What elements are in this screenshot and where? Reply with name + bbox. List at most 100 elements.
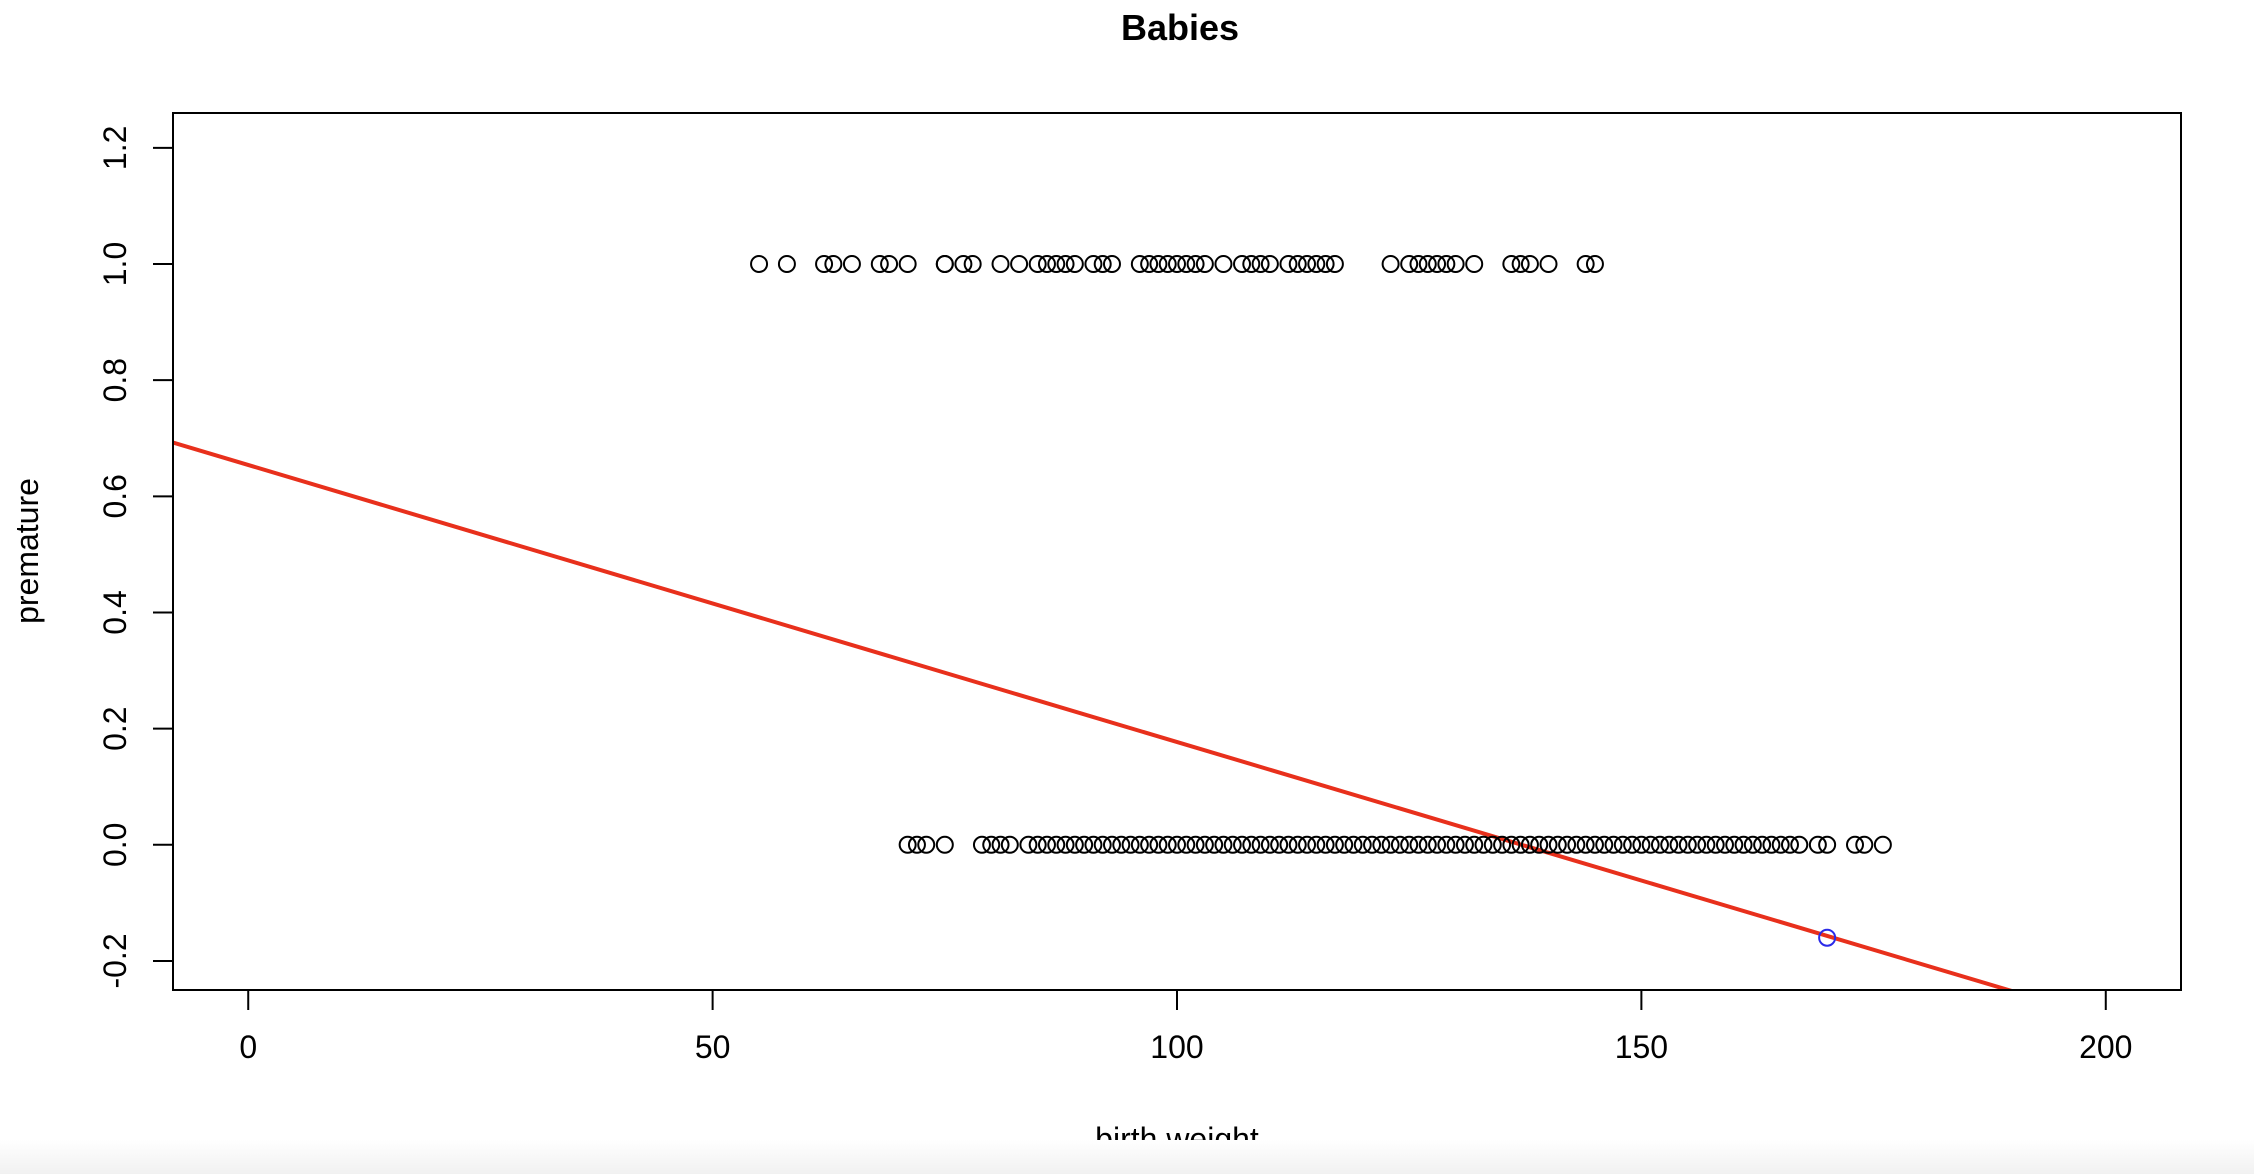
- data-point: [1140, 255, 1159, 274]
- data-point: [1335, 835, 1354, 854]
- data-point: [1409, 255, 1428, 274]
- data-point: [1585, 255, 1604, 274]
- data-point: [1298, 255, 1317, 274]
- data-point: [982, 835, 1001, 854]
- data-point: [1288, 255, 1307, 274]
- data-point: [1102, 835, 1121, 854]
- data-point: [1093, 835, 1112, 854]
- data-point: [1734, 835, 1753, 854]
- data-point: [880, 255, 899, 274]
- data-point: [1195, 835, 1214, 854]
- chart-title: Babies: [1121, 7, 1239, 48]
- data-point: [1567, 835, 1586, 854]
- data-point: [963, 255, 982, 274]
- data-point: [1028, 255, 1047, 274]
- data-point: [824, 255, 843, 274]
- data-point: [1047, 835, 1066, 854]
- data-point: [1158, 255, 1177, 274]
- data-point: [1771, 835, 1790, 854]
- data-point: [1669, 835, 1688, 854]
- data-point: [1214, 835, 1233, 854]
- data-point: [1168, 255, 1186, 274]
- data-point: [1613, 835, 1632, 854]
- data-point: [1121, 835, 1140, 854]
- data-point: [1465, 255, 1484, 274]
- data-point: [1465, 835, 1484, 854]
- data-point: [1623, 835, 1642, 854]
- data-point: [1576, 835, 1595, 854]
- data-point: [750, 255, 769, 274]
- data-point: [1010, 255, 1029, 274]
- data-point: [1028, 835, 1047, 854]
- data-point: [1818, 835, 1837, 854]
- data-point: [1325, 835, 1344, 854]
- data-point: [1381, 255, 1400, 274]
- data-point: [1288, 835, 1307, 854]
- data-point: [1195, 255, 1214, 274]
- data-point: [935, 835, 954, 854]
- data-point: [1446, 835, 1465, 854]
- y-tick-label: 1.2: [97, 126, 133, 170]
- window-bottom-edge: [0, 1140, 2254, 1174]
- data-point: [1558, 835, 1577, 854]
- data-point: [1855, 835, 1874, 854]
- data-point: [1660, 835, 1679, 854]
- data-point: [1149, 835, 1168, 854]
- data-point: [1418, 835, 1437, 854]
- data-point: [1632, 835, 1651, 854]
- data-point: [1650, 835, 1669, 854]
- data-point: [1251, 835, 1270, 854]
- data-point: [1372, 835, 1391, 854]
- data-point: [1316, 835, 1335, 854]
- data-point: [1428, 835, 1447, 854]
- data-point: [1753, 835, 1772, 854]
- data-point: [1428, 255, 1447, 274]
- data-point: [991, 255, 1010, 274]
- data-point: [1186, 835, 1205, 854]
- data-point: [842, 255, 861, 274]
- data-point: [1604, 835, 1623, 854]
- data-point: [1298, 835, 1317, 854]
- y-tick-label: 0.6: [97, 474, 133, 518]
- data-point: [1363, 835, 1382, 854]
- data-point: [1780, 835, 1799, 854]
- data-point: [815, 255, 834, 274]
- data-point: [1233, 255, 1252, 274]
- data-point: [1214, 255, 1233, 274]
- data-point: [1688, 835, 1707, 854]
- data-point: [1520, 255, 1539, 274]
- data-point: [1790, 835, 1809, 854]
- data-point: [1279, 255, 1298, 274]
- y-axis-label: premature: [9, 478, 45, 624]
- data-point: [1130, 835, 1149, 854]
- y-tick-label: 0.2: [97, 706, 133, 750]
- data-point: [1242, 255, 1261, 274]
- data-point: [1548, 835, 1567, 854]
- regression-line: [173, 440, 2016, 990]
- data-point: [1873, 835, 1892, 854]
- data-point: [1585, 835, 1604, 854]
- data-point: [1130, 255, 1149, 274]
- data-point: [1270, 835, 1289, 854]
- data-point: [1595, 835, 1614, 854]
- data-point: [1307, 255, 1326, 274]
- data-point: [1102, 255, 1121, 274]
- data-point: [1511, 255, 1530, 274]
- data-point: [1186, 255, 1205, 274]
- data-point: [1483, 835, 1502, 854]
- data-point: [1576, 255, 1595, 274]
- y-tick-label: 0.8: [97, 358, 133, 402]
- data-point: [1539, 835, 1558, 854]
- data-point: [1762, 835, 1781, 854]
- y-tick-label: 0.0: [97, 823, 133, 867]
- data-point: [1678, 835, 1697, 854]
- data-point: [1000, 835, 1019, 854]
- data-point: [1325, 255, 1344, 274]
- data-point: [1493, 835, 1512, 854]
- data-point: [991, 835, 1010, 854]
- data-point: [1511, 835, 1530, 854]
- data-point: [1418, 255, 1437, 274]
- data-point: [1223, 835, 1242, 854]
- x-tick-label: 50: [695, 1029, 731, 1065]
